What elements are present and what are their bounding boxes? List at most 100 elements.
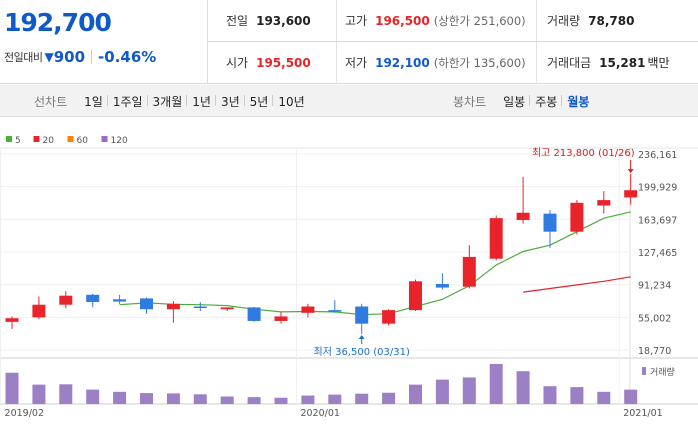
chart-toolbar: 선차트 1일 1주일 3개월 1년 3년 5년 10년 봉차트 일봉 주봉 월봉 (0, 85, 698, 117)
candle-body (516, 212, 530, 220)
candle-body (597, 200, 611, 206)
x-tick-label: 2021/01 (623, 408, 662, 419)
y-tick-label: 55,002 (638, 313, 671, 324)
low-price: 저가 192,100 (하한가 135,600) (336, 42, 526, 83)
open-price: 시가 195,500 (226, 42, 311, 83)
candle-body (86, 294, 100, 303)
volume-bar (624, 389, 638, 404)
prev-close: 전일 193,600 (226, 0, 311, 41)
change-label: 전일대비 (4, 51, 43, 64)
period-1d[interactable]: 1일 (84, 94, 103, 109)
legend-swatch-20 (33, 136, 40, 142)
amount-label: 거래대금 (547, 56, 592, 70)
divider (91, 50, 93, 64)
volume-bar (382, 392, 396, 404)
low-value: 192,100 (375, 55, 430, 70)
volume-bar (86, 389, 100, 404)
open-label: 시가 (226, 56, 249, 70)
candle-body (462, 256, 476, 287)
volume-bar (113, 391, 127, 404)
upper-limit: (상한가 251,600) (433, 13, 526, 28)
volume-bar (59, 384, 73, 404)
volume-legend-swatch (642, 367, 646, 375)
volume-bar (543, 386, 557, 404)
stock-chart: 5 20 60 120 236,161 199,929 163,697 127,465 91,2… (0, 118, 698, 432)
line-chart-options: 선차트 1일 1주일 3개월 1년 3년 5년 10년 (34, 85, 310, 117)
down-triangle-icon: ▼ (44, 50, 54, 64)
volume-bar (140, 393, 153, 404)
min-annotation: 최저 36,500 (03/31) (314, 346, 410, 358)
candle-body (382, 310, 396, 324)
period-1y[interactable]: 1년 (186, 93, 216, 110)
volume-bar (597, 391, 611, 404)
ma5-line (119, 211, 631, 316)
volume-bar (274, 397, 288, 404)
price-change: 전일대비 ▼ 900 -0.46% (4, 48, 156, 66)
candle-weekly[interactable]: 주봉 (529, 93, 562, 110)
candle-body (113, 299, 127, 302)
high-price: 고가 196,500 (상한가 251,600) (336, 0, 526, 41)
low-label: 저가 (345, 56, 368, 70)
volume-label: 거래량 (547, 14, 581, 28)
candle-chart-label: 봉차트 (453, 94, 487, 109)
volume-bar (301, 395, 315, 404)
y-tick-label: 199,929 (638, 183, 677, 194)
period-5y[interactable]: 5년 (243, 93, 274, 110)
quote-panel: 192,700 전일대비 ▼ 900 -0.46% 전일 193,600 고가 … (0, 0, 698, 84)
volume-bar (193, 394, 207, 404)
candle-body (220, 307, 234, 310)
volume-bar (328, 394, 342, 404)
volume-bar (247, 397, 261, 404)
candle-monthly[interactable]: 월봉 (561, 93, 594, 110)
legend-label-20: 20 (43, 136, 55, 146)
trade-amount: 거래대금 15,281 백만 (536, 42, 670, 83)
prev-close-value: 193,600 (256, 13, 311, 28)
candle-body (355, 306, 369, 324)
period-3y[interactable]: 3년 (214, 93, 245, 110)
lower-limit: (하한가 135,600) (433, 55, 526, 70)
volume-bar (462, 377, 476, 404)
quote-row-1: 전일 193,600 고가 196,500 (상한가 251,600) 거래량 … (208, 0, 698, 42)
candle-body (489, 218, 503, 259)
x-tick-label: 2019/02 (5, 408, 44, 419)
candle-body (59, 295, 73, 305)
volume-bar (5, 372, 19, 404)
legend-label-120: 120 (111, 136, 128, 146)
legend-label-60: 60 (77, 136, 89, 146)
chart-canvas: 5 20 60 120 236,161 199,929 163,697 127,465 91,2… (0, 136, 698, 419)
line-chart-label: 선차트 (34, 94, 68, 109)
candle-body (435, 283, 449, 288)
candle-chart-options: 봉차트 일봉 주봉 월봉 (453, 85, 594, 117)
max-arrow-head (627, 169, 634, 174)
candle-body (5, 318, 19, 322)
max-annotation: 최고 213,800 (01/26) (532, 147, 635, 159)
candle-daily[interactable]: 일봉 (503, 94, 526, 109)
legend-swatch-120 (101, 136, 108, 142)
candle-body (570, 202, 584, 232)
candle-body (140, 298, 153, 310)
amount-value: 15,281 (599, 55, 646, 70)
change-percent: -0.46% (98, 48, 157, 66)
candle-body (32, 304, 46, 318)
amount-unit: 백만 (647, 56, 670, 70)
volume-bar (489, 364, 503, 404)
high-value: 196,500 (375, 13, 430, 28)
candle-body (274, 316, 288, 321)
y-tick-label: 127,465 (638, 248, 677, 259)
volume-bar (516, 371, 530, 404)
current-price-box: 192,700 전일대비 ▼ 900 -0.46% (0, 0, 208, 84)
candle-body (247, 307, 261, 321)
ma20-line (523, 276, 631, 293)
legend-swatch-5 (6, 136, 12, 142)
y-tick-label: 91,234 (638, 281, 671, 292)
volume-bar (220, 396, 234, 404)
period-10y[interactable]: 10년 (272, 93, 309, 110)
y-tick-label: 236,161 (638, 150, 677, 161)
legend-swatch-60 (67, 136, 74, 142)
quote-row-2: 시가 195,500 저가 192,100 (하한가 135,600) 거래대금… (208, 42, 698, 83)
period-1w[interactable]: 1주일 (106, 93, 148, 110)
volume-bar (570, 387, 584, 404)
volume-legend-label: 거래량 (650, 366, 675, 378)
change-value: 900 (53, 48, 86, 66)
period-3m[interactable]: 3개월 (146, 93, 188, 110)
